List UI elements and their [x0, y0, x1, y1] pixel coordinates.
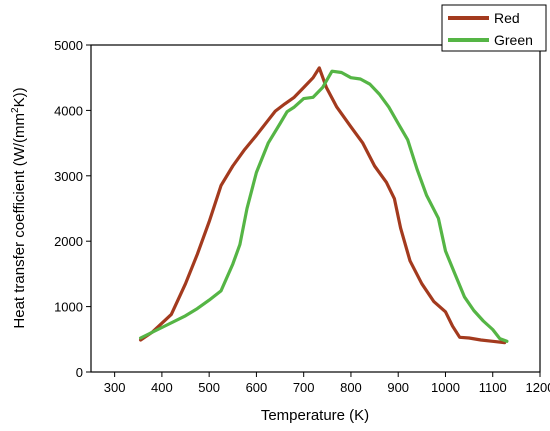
y-tick-label: 0: [76, 365, 83, 380]
y-axis-label-main: Heat transfer coefficient (W/(mm: [11, 113, 28, 329]
x-tick-label: 700: [293, 380, 315, 395]
x-tick-label: 1100: [479, 380, 507, 395]
y-axis-label-sup: 2: [10, 107, 21, 113]
x-tick-label: 600: [246, 380, 268, 395]
x-tick-label: 500: [198, 380, 220, 395]
y-axis-label-end: K)): [11, 87, 28, 107]
legend-label-green: Green: [494, 32, 533, 48]
plot-frame: [90, 44, 541, 373]
y-tick-label: 5000: [54, 38, 83, 53]
y-axis-label: Heat transfer coefficient (W/(mm2K)): [10, 87, 28, 328]
x-tick-label: 800: [340, 380, 362, 395]
legend: Red Green: [441, 4, 547, 52]
y-axis-ticks: 0 1000 2000 3000 4000 5000: [54, 38, 91, 380]
x-tick-label: 900: [387, 380, 409, 395]
y-tick-label: 4000: [54, 103, 83, 118]
y-tick-label: 3000: [54, 169, 83, 184]
series-line-red: [139, 66, 507, 345]
y-tick-label: 2000: [54, 234, 83, 249]
series-line-green: [139, 69, 509, 343]
legend-box: [441, 4, 547, 52]
legend-label-red: Red: [494, 10, 520, 26]
x-tick-label: 300: [104, 380, 126, 395]
x-tick-label: 1000: [431, 380, 460, 395]
x-axis-label: Temperature (K): [261, 407, 369, 424]
x-tick-label: 400: [151, 380, 173, 395]
y-tick-label: 1000: [54, 300, 83, 315]
series-layer: [139, 66, 509, 345]
